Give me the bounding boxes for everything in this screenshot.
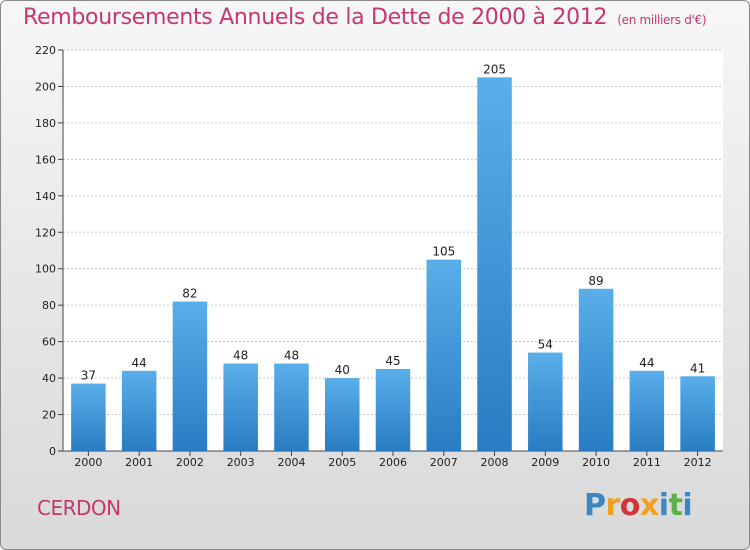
bar-value-label: 41: [690, 361, 705, 375]
x-tick-label: 2012: [684, 456, 712, 469]
logo-letter: P: [584, 488, 606, 523]
bar: [223, 363, 258, 451]
bar-value-label: 105: [432, 245, 455, 259]
bar: [629, 370, 665, 451]
x-tick-label: 2006: [379, 456, 407, 469]
logo-letter: i: [682, 488, 693, 523]
logo-letter: x: [639, 488, 659, 523]
x-tick-label: 2005: [328, 456, 356, 469]
x-tick-label: 2010: [582, 456, 610, 469]
x-tick-label: 2001: [125, 456, 153, 469]
bar: [477, 77, 512, 451]
x-tick-label: 2011: [633, 456, 661, 469]
bar-value-label: 45: [385, 354, 400, 368]
x-tick-label: 2003: [227, 456, 255, 469]
y-tick-label: 0: [49, 445, 56, 458]
bar: [274, 363, 309, 451]
bar: [528, 352, 563, 451]
x-tick-label: 2007: [430, 456, 458, 469]
y-tick-label: 20: [42, 409, 56, 422]
x-tick-label: 2002: [176, 456, 204, 469]
bar-value-label: 48: [284, 349, 299, 363]
bar-value-label: 37: [81, 369, 96, 383]
bar: [172, 301, 208, 451]
bar-value-label: 205: [483, 62, 506, 76]
logo-letter: o: [619, 488, 641, 523]
y-tick-label: 160: [35, 153, 56, 166]
y-tick-label: 220: [35, 44, 56, 57]
x-tick-label: 2004: [277, 456, 305, 469]
bar: [680, 376, 715, 451]
x-tick-label: 2009: [531, 456, 559, 469]
commune-name: CERDON: [37, 496, 121, 520]
bar: [578, 288, 614, 451]
y-tick-label: 200: [35, 80, 56, 93]
bar-value-label: 44: [639, 356, 654, 370]
bar-value-label: 82: [182, 287, 197, 301]
y-tick-label: 140: [35, 190, 56, 203]
bar-value-label: 54: [538, 338, 553, 352]
y-tick-label: 40: [42, 372, 56, 385]
chart-subtitle: (en milliers d'€): [617, 13, 707, 27]
logo-letter: r: [605, 488, 621, 523]
logo-letter: t: [668, 488, 683, 523]
y-tick-label: 100: [35, 263, 56, 276]
y-tick-label: 120: [35, 226, 56, 239]
y-tick-label: 60: [42, 336, 56, 349]
bar-value-label: 44: [132, 356, 147, 370]
logo-letter: i: [658, 488, 669, 523]
bar: [324, 378, 360, 451]
chart-title-text: Remboursements Annuels de la Dette de 20…: [23, 5, 608, 30]
bar: [71, 383, 106, 451]
chart-title: Remboursements Annuels de la Dette de 20…: [23, 5, 707, 30]
x-tick-label: 2008: [481, 456, 509, 469]
bar-value-label: 40: [335, 363, 350, 377]
x-tick-label: 2000: [74, 456, 102, 469]
y-tick-label: 180: [35, 117, 56, 130]
bar: [426, 259, 462, 451]
y-tick-label: 80: [42, 299, 56, 312]
bar: [375, 368, 411, 451]
bar-value-label: 89: [588, 274, 603, 288]
proxiti-logo: Proxiti: [584, 488, 693, 523]
bar-value-label: 48: [233, 349, 248, 363]
bar: [121, 370, 157, 451]
